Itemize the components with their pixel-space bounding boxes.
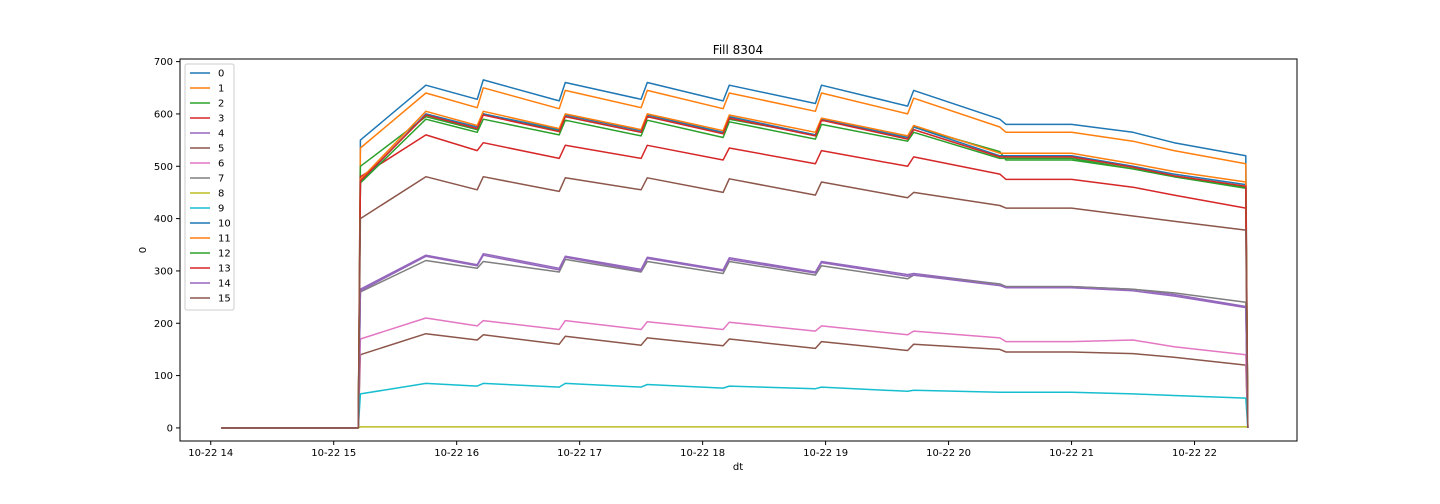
y-axis-label: 0 bbox=[138, 247, 149, 253]
x-axis: 10-22 14 10-22 15 10-22 16 10-22 17 10-22 18… bbox=[188, 441, 1217, 459]
chart-title: Fill 8304 bbox=[713, 43, 763, 57]
series-line-0 bbox=[221, 79, 1249, 429]
y-tick-label: 600 bbox=[154, 109, 173, 120]
x-tick-label: 10-22 19 bbox=[803, 448, 848, 459]
y-tick-label: 200 bbox=[154, 319, 173, 330]
legend-entry-label: 4 bbox=[218, 129, 224, 140]
legend-entry-label: 12 bbox=[218, 249, 231, 260]
plot-frame bbox=[179, 58, 1298, 442]
legend-entry-label: 11 bbox=[218, 234, 231, 245]
series-line-3 bbox=[221, 134, 1249, 429]
series-line-8 bbox=[221, 426, 1248, 429]
legend-entry-label: 8 bbox=[218, 189, 224, 200]
series-line-11 bbox=[221, 110, 1249, 429]
series-line-7 bbox=[221, 258, 1249, 429]
y-tick-label: 100 bbox=[154, 371, 173, 382]
legend-entry-label: 13 bbox=[218, 264, 231, 275]
legend-entry-label: 3 bbox=[218, 114, 224, 125]
series-line-13 bbox=[221, 114, 1249, 429]
legend-box bbox=[184, 63, 235, 311]
x-tick-label: 10-22 18 bbox=[680, 448, 725, 459]
y-axis: 0 100 200 300 400 500 600 700 bbox=[154, 57, 180, 434]
x-tick-label: 10-22 15 bbox=[311, 448, 356, 459]
y-tick-label: 300 bbox=[154, 266, 173, 277]
legend-entry-label: 15 bbox=[218, 294, 231, 305]
series-line-12 bbox=[221, 118, 1249, 429]
legend-entry-label: 5 bbox=[218, 144, 224, 155]
series-line-14 bbox=[221, 254, 1249, 429]
legend-entry-label: 14 bbox=[218, 279, 231, 290]
x-tick-label: 10-22 22 bbox=[1172, 448, 1217, 459]
series-line-1 bbox=[221, 87, 1249, 429]
x-tick-label: 10-22 20 bbox=[926, 448, 971, 459]
y-tick-label: 700 bbox=[154, 57, 173, 68]
legend-entry-label: 9 bbox=[218, 204, 224, 215]
y-tick-label: 400 bbox=[154, 214, 173, 225]
y-tick-label: 0 bbox=[167, 423, 173, 434]
x-tick-label: 10-22 21 bbox=[1049, 448, 1094, 459]
legend-entry-label: 7 bbox=[218, 174, 224, 185]
x-axis-label: dt bbox=[733, 462, 743, 473]
series-line-15 bbox=[221, 175, 1249, 429]
series-line-6 bbox=[221, 317, 1249, 429]
series-line-9 bbox=[221, 382, 1249, 429]
y-tick-label: 500 bbox=[154, 162, 173, 173]
series-line-5 bbox=[221, 332, 1249, 429]
x-tick-label: 10-22 14 bbox=[188, 448, 233, 459]
legend-entry-label: 0 bbox=[218, 69, 224, 80]
legend-entry-label: 6 bbox=[218, 159, 224, 170]
legend-entry-label: 1 bbox=[218, 84, 224, 95]
legend-entry-label: 10 bbox=[218, 219, 231, 230]
x-tick-label: 10-22 17 bbox=[557, 448, 602, 459]
legend-entry-label: 2 bbox=[218, 99, 224, 110]
plot-area bbox=[221, 79, 1249, 429]
x-tick-label: 10-22 16 bbox=[434, 448, 479, 459]
